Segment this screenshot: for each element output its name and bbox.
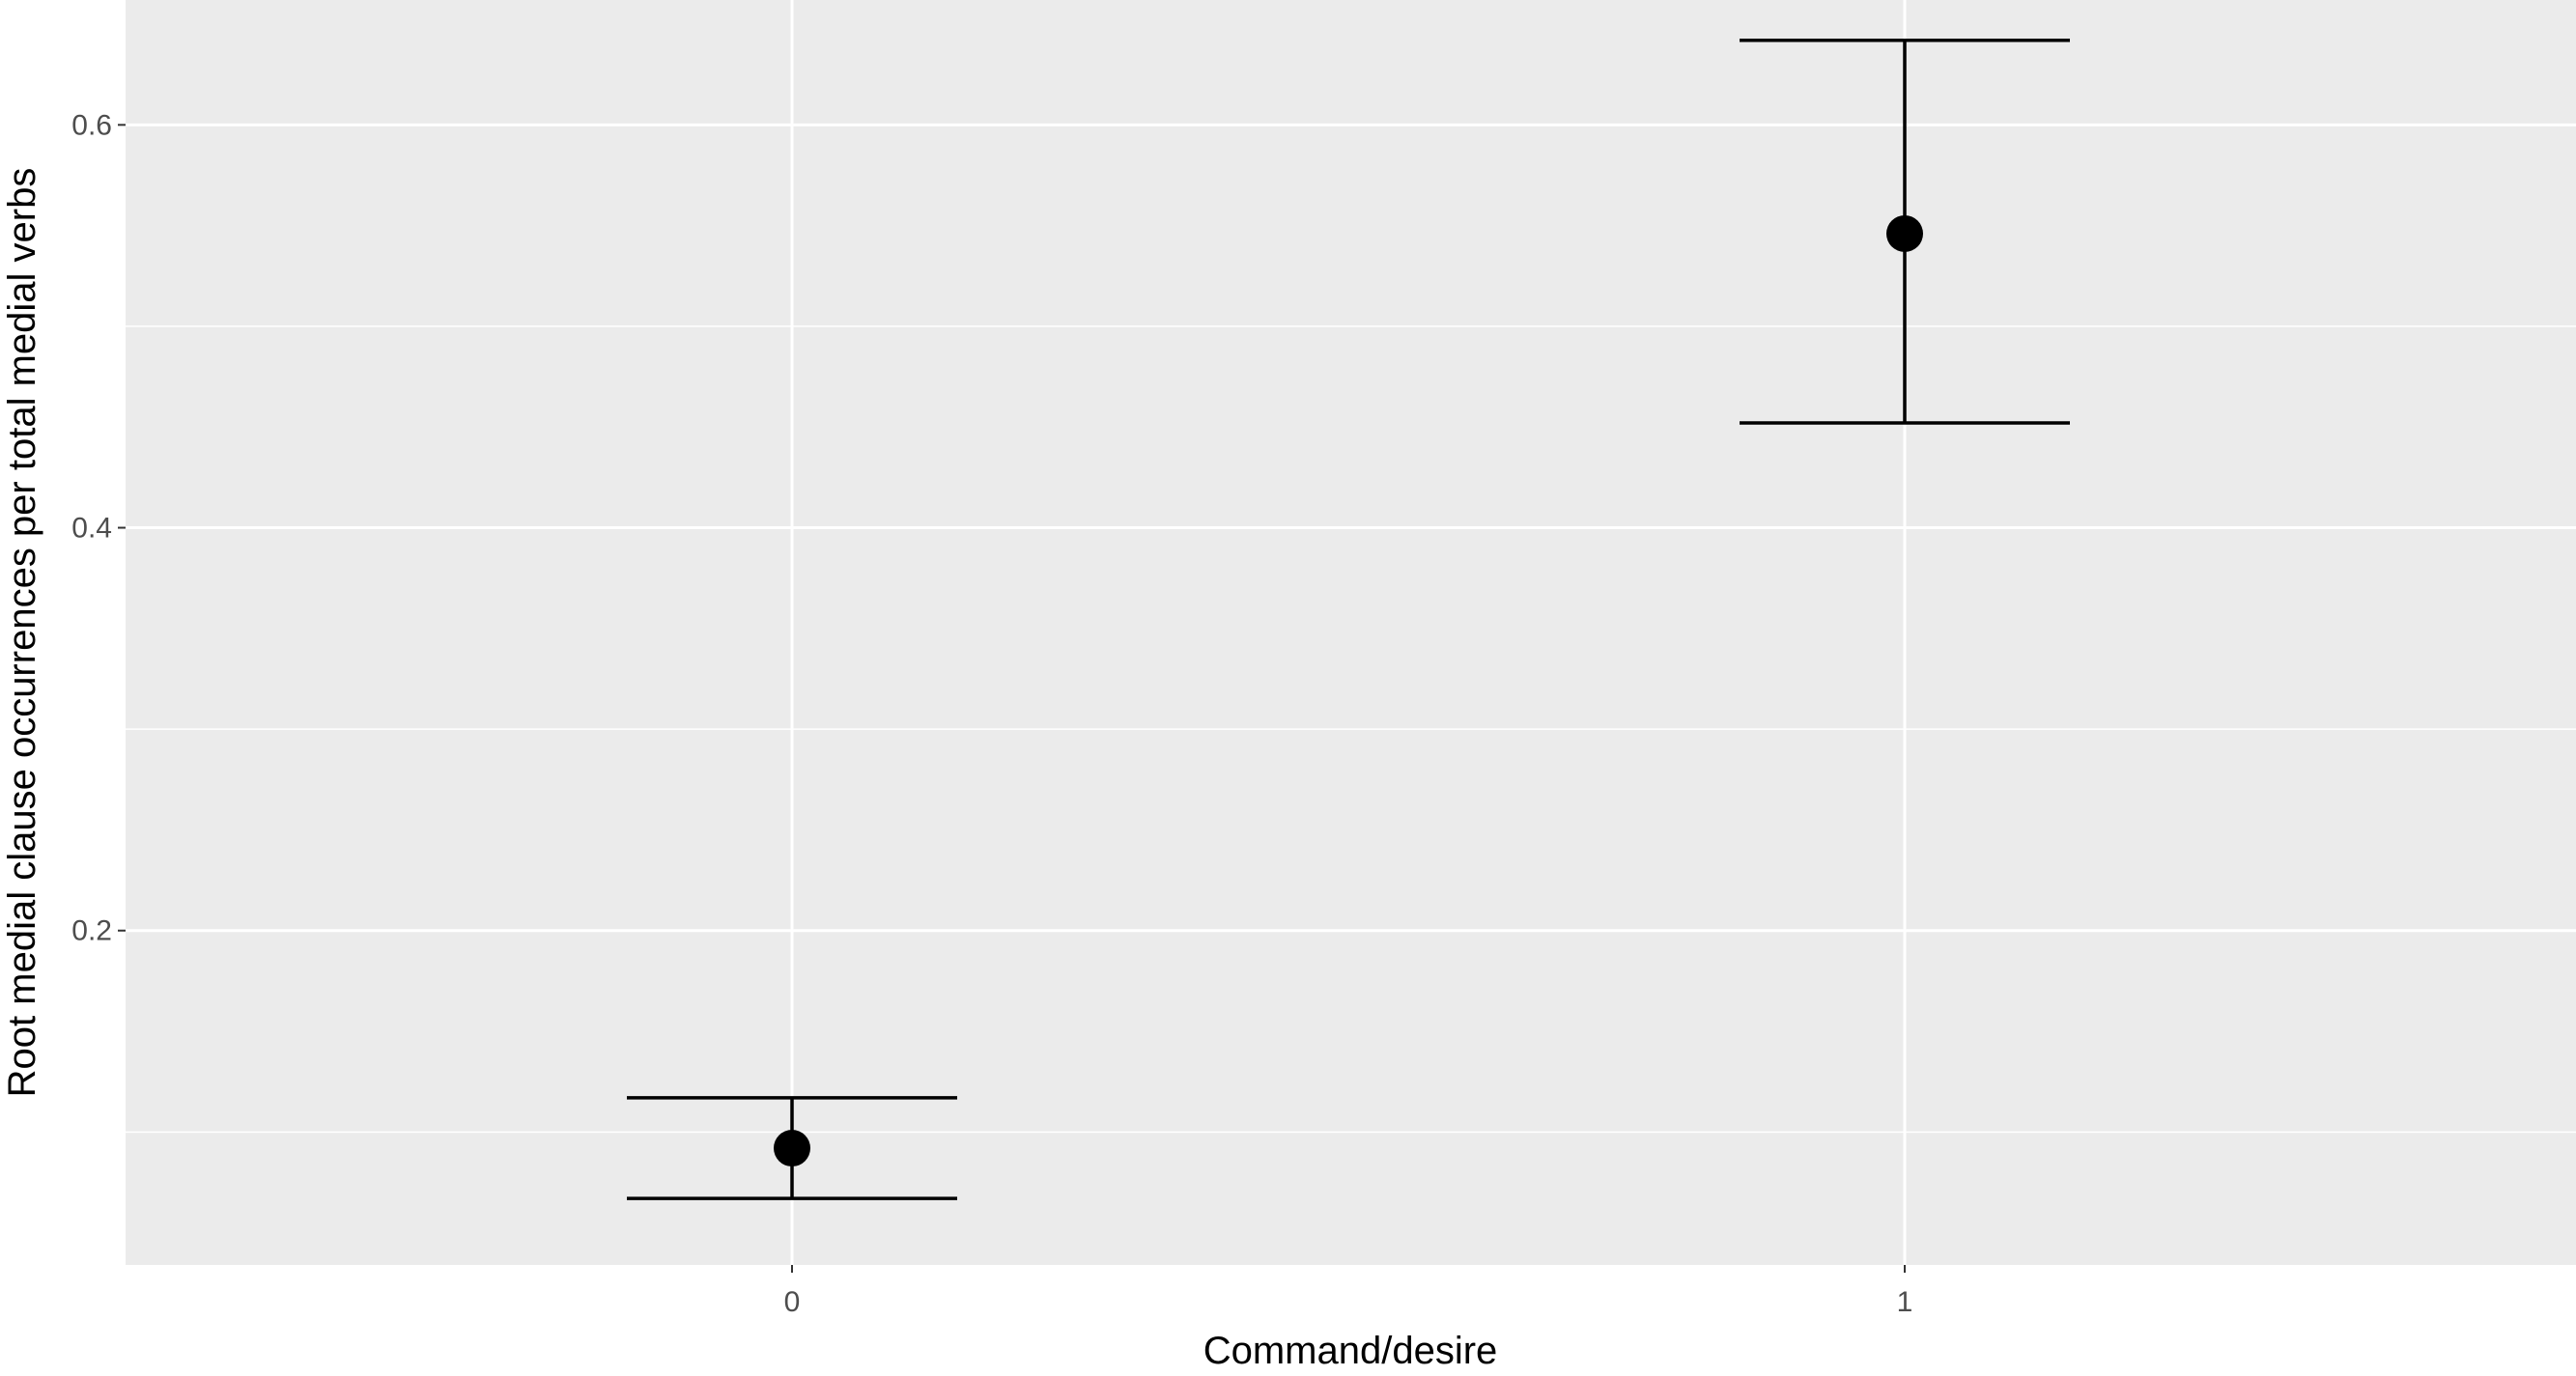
data-marks bbox=[627, 38, 2070, 1200]
x-tick-label: 0 bbox=[784, 1286, 801, 1318]
plot-panel bbox=[126, 0, 2576, 1265]
x-tick-label: 1 bbox=[1897, 1286, 1913, 1318]
y-tick-label: 0.2 bbox=[71, 915, 112, 947]
y-tick-labels: 0.2 0.4 0.6 bbox=[71, 109, 126, 947]
y-axis-title: Root medial clause occurrences per total… bbox=[1, 168, 43, 1098]
y-tick-label: 0.6 bbox=[71, 109, 112, 141]
y-tick-label: 0.4 bbox=[71, 513, 112, 545]
grid-lines bbox=[126, 0, 2576, 1265]
data-point bbox=[774, 1130, 810, 1167]
x-axis-title: Command/desire bbox=[1203, 1330, 1498, 1371]
data-point bbox=[1886, 214, 1923, 252]
